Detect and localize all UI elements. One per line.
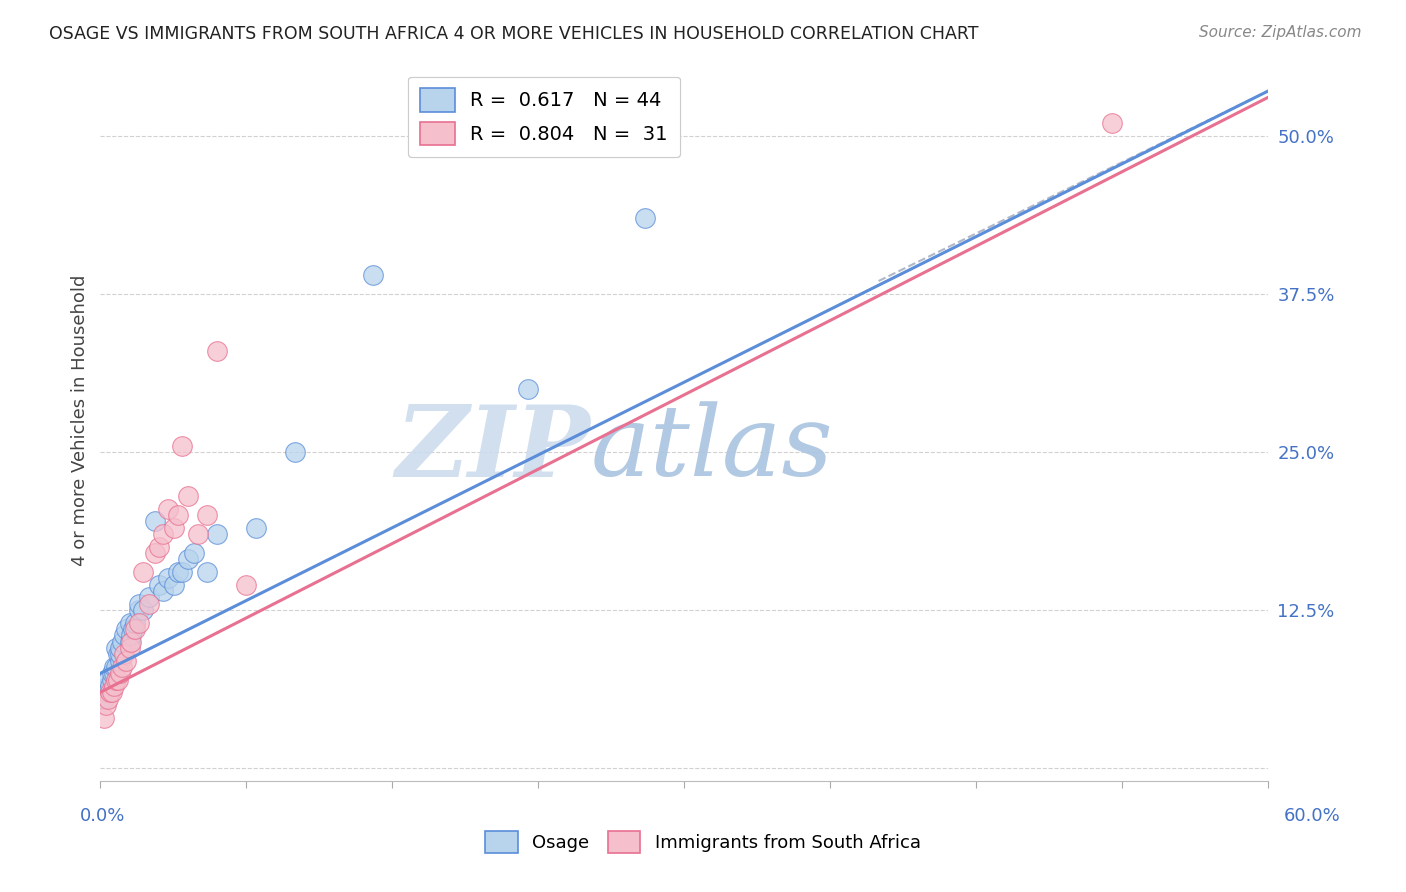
Point <box>111 660 134 674</box>
Point <box>103 679 125 693</box>
Point <box>114 622 136 636</box>
Point <box>517 382 540 396</box>
Point <box>634 211 657 225</box>
Point <box>103 660 125 674</box>
Point <box>177 489 200 503</box>
Point <box>143 546 166 560</box>
Point <box>96 698 118 712</box>
Point <box>205 527 228 541</box>
Point <box>128 615 150 630</box>
Point <box>128 597 150 611</box>
Point <box>157 571 180 585</box>
Point <box>98 685 121 699</box>
Point <box>167 508 190 522</box>
Text: atlas: atlas <box>591 401 834 497</box>
Point <box>111 634 134 648</box>
Point <box>107 648 129 662</box>
Point <box>187 527 209 541</box>
Point <box>114 654 136 668</box>
Point <box>104 660 127 674</box>
Point <box>121 628 143 642</box>
Point <box>107 673 129 687</box>
Point <box>112 628 135 642</box>
Point <box>152 527 174 541</box>
Point <box>148 578 170 592</box>
Text: 60.0%: 60.0% <box>1284 807 1340 825</box>
Point <box>183 546 205 560</box>
Point <box>170 565 193 579</box>
Point <box>118 615 141 630</box>
Point <box>143 515 166 529</box>
Point <box>118 634 141 648</box>
Point <box>97 691 120 706</box>
Point <box>361 268 384 282</box>
Point <box>101 673 124 687</box>
Point <box>284 445 307 459</box>
Legend: R =  0.617   N = 44, R =  0.804   N =  31: R = 0.617 N = 44, R = 0.804 N = 31 <box>408 77 679 157</box>
Point <box>122 622 145 636</box>
Point <box>128 603 150 617</box>
Text: OSAGE VS IMMIGRANTS FROM SOUTH AFRICA 4 OR MORE VEHICLES IN HOUSEHOLD CORRELATIO: OSAGE VS IMMIGRANTS FROM SOUTH AFRICA 4 … <box>49 25 979 43</box>
Text: ZIP: ZIP <box>395 401 591 498</box>
Point <box>112 648 135 662</box>
Point <box>195 508 218 522</box>
Point <box>205 343 228 358</box>
Point <box>195 565 218 579</box>
Point <box>124 615 146 630</box>
Point <box>167 565 190 579</box>
Point <box>163 578 186 592</box>
Point <box>96 685 118 699</box>
Point <box>97 673 120 687</box>
Point <box>98 685 121 699</box>
Text: 0.0%: 0.0% <box>80 807 125 825</box>
Point <box>98 679 121 693</box>
Point <box>97 679 120 693</box>
Point <box>132 565 155 579</box>
Point <box>1101 116 1123 130</box>
Point <box>138 591 160 605</box>
Point <box>108 666 131 681</box>
Point <box>118 640 141 655</box>
Point <box>93 710 115 724</box>
Point <box>132 603 155 617</box>
Point <box>163 521 186 535</box>
Point <box>148 540 170 554</box>
Point <box>121 634 143 648</box>
Point <box>103 666 125 681</box>
Point <box>104 640 127 655</box>
Point <box>152 584 174 599</box>
Point <box>177 552 200 566</box>
Point <box>101 685 124 699</box>
Point <box>157 501 180 516</box>
Text: Source: ZipAtlas.com: Source: ZipAtlas.com <box>1198 25 1361 40</box>
Point <box>138 597 160 611</box>
Point <box>104 673 127 687</box>
Point <box>108 640 131 655</box>
Y-axis label: 4 or more Vehicles in Household: 4 or more Vehicles in Household <box>72 275 89 566</box>
Legend: Osage, Immigrants from South Africa: Osage, Immigrants from South Africa <box>478 824 928 861</box>
Point <box>101 666 124 681</box>
Point <box>235 578 257 592</box>
Point <box>124 622 146 636</box>
Point <box>108 648 131 662</box>
Point <box>245 521 267 535</box>
Point <box>93 691 115 706</box>
Point <box>108 654 131 668</box>
Point <box>170 438 193 452</box>
